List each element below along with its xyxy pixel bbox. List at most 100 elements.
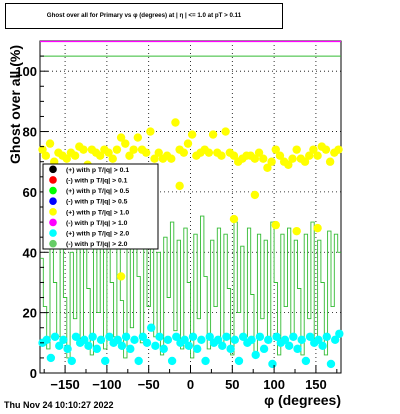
data-point-series-1 [88,332,97,341]
legend-marker [49,208,57,216]
data-point-series-0 [275,151,285,160]
data-point-series-1 [213,335,223,344]
legend-marker [49,218,57,227]
data-point-series-0 [154,148,163,157]
data-point-series-1 [46,353,56,363]
data-point-series-0 [96,151,105,160]
data-point-series-0 [313,223,322,233]
data-point-series-1 [126,344,135,354]
data-point-series-0 [70,151,80,160]
data-point-series-1 [84,341,93,351]
data-point-series-1 [230,335,240,344]
data-point-series-1 [184,341,194,351]
data-point-series-1 [272,332,281,341]
data-point-series-1 [151,341,160,351]
data-point-series-0 [229,214,239,224]
data-point-series-1 [159,344,168,354]
data-point-series-1 [314,335,323,344]
data-point-series-1 [142,338,152,348]
data-point-series-1 [226,344,235,354]
data-point-series-1 [197,335,206,344]
data-point-series-0 [171,118,180,127]
data-point-series-1 [255,332,265,341]
data-point-series-0 [121,139,130,148]
data-point-series-0 [263,163,272,172]
data-point-series-0 [133,133,143,142]
x-axis-label: φ (degrees) [264,392,341,408]
data-point-series-1 [63,344,72,354]
y-tick-label: 80 [23,125,37,140]
data-point-series-0 [187,130,197,139]
data-point-series-0 [250,190,260,200]
data-point-series-1 [42,335,51,344]
data-point-series-1 [305,332,315,341]
y-tick-label: 100 [15,64,37,79]
legend-label: (-) with p T/|q| > 1.0 [66,220,128,227]
data-point-series-1 [289,332,298,341]
legend-label: (+) with p T/|q| > 0.1 [66,167,129,174]
data-point-series-0 [45,139,55,148]
data-point-series-1 [247,335,256,344]
data-point-series-0 [305,151,314,160]
data-point-series-1 [113,335,122,344]
data-point-series-1 [55,341,64,351]
legend-box [42,163,159,250]
y-tick-label: 20 [23,306,37,321]
data-point-series-0 [116,133,126,142]
data-point-series-1 [180,335,189,344]
data-point-series-1 [172,332,181,341]
data-point-series-1 [251,350,260,360]
x-tick-label: −150 [50,377,79,392]
data-point-series-0 [271,145,280,154]
data-point-series-0 [108,154,117,163]
data-point-series-0 [221,127,230,136]
data-point-series-0 [41,151,51,160]
legend-label: (-) with p T/|q| > 2.0 [66,241,128,248]
legend-label: (-) with p T/|q| > 0.1 [66,177,128,184]
x-tick-label: 100 [263,377,285,392]
data-point-series-1 [147,323,156,332]
data-point-series-1 [121,332,131,341]
y-axis-label: Ghost over all (%) [7,45,23,164]
data-point-series-1 [188,332,198,341]
legend-label: (+) with p T/|q| > 0.5 [66,188,129,195]
timestamp: Thu Nov 24 10:10:27 2022 [4,400,114,410]
data-point-series-1 [134,356,143,366]
legend-marker [49,229,57,237]
data-point-series-0 [292,226,301,236]
data-point-series-0 [104,148,113,157]
data-point-series-0 [259,154,268,163]
data-point-series-0 [125,151,134,160]
legend-marker [49,186,57,195]
data-point-series-0 [250,154,260,163]
data-point-series-0 [334,145,343,154]
legend-marker [49,197,57,205]
data-point-series-1 [59,335,68,344]
data-point-series-0 [254,148,264,157]
data-point-series-1 [105,332,114,341]
data-point-series-1 [130,335,139,344]
data-point-series-1 [301,356,311,366]
legend-marker [49,165,57,174]
data-point-series-0 [288,154,297,163]
data-point-series-1 [218,341,227,351]
chart-title-box: Ghost over all for Primary vs φ (degrees… [5,3,283,29]
data-point-series-1 [155,332,164,341]
data-point-series-0 [146,127,155,136]
data-point-series-0 [284,160,293,169]
legend-label: (+) with p T/|q| > 2.0 [66,231,129,238]
data-point-series-1 [318,341,327,351]
data-point-series-0 [267,157,276,166]
data-point-series-1 [92,344,102,354]
data-point-series-1 [222,332,231,341]
data-point-series-0 [150,154,159,163]
data-point-series-0 [62,154,71,163]
data-point-series-1 [67,356,76,366]
data-point-series-0 [292,145,301,154]
y-tick-label: 0 [30,366,37,381]
data-point-series-0 [141,148,151,157]
data-point-series-0 [300,157,310,166]
data-point-series-1 [163,335,173,344]
x-tick-label: −100 [92,377,121,392]
